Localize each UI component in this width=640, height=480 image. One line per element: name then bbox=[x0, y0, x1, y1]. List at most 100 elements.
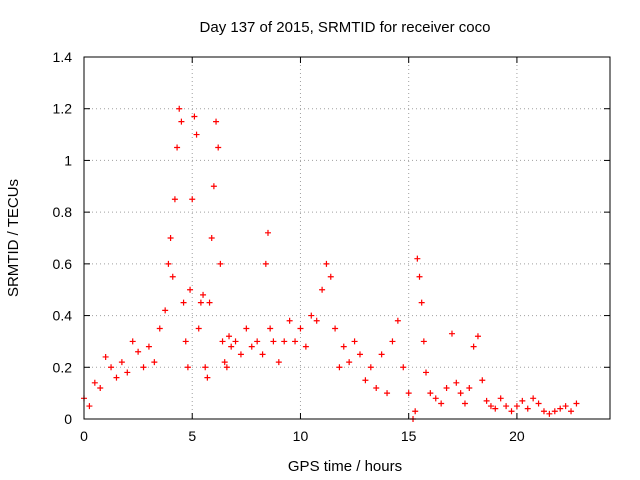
data-point bbox=[167, 235, 174, 241]
y-axis-title: SRMTID / TECUs bbox=[5, 179, 22, 297]
data-point bbox=[140, 364, 147, 371]
data-point bbox=[568, 408, 575, 415]
data-point bbox=[191, 113, 198, 120]
data-point bbox=[204, 374, 211, 381]
data-point bbox=[351, 338, 358, 345]
data-point bbox=[135, 348, 142, 355]
data-point bbox=[254, 338, 261, 345]
data-point bbox=[108, 364, 115, 371]
data-point bbox=[174, 144, 181, 151]
data-point bbox=[487, 403, 494, 410]
data-point bbox=[432, 395, 439, 402]
data-point bbox=[497, 395, 504, 402]
data-point bbox=[267, 325, 274, 332]
data-point bbox=[223, 364, 230, 371]
data-point bbox=[182, 338, 189, 345]
data-point bbox=[394, 317, 401, 324]
data-point bbox=[346, 359, 353, 366]
x-tick-label: 20 bbox=[509, 428, 525, 444]
data-point bbox=[208, 235, 215, 241]
data-point bbox=[248, 343, 255, 350]
data-point bbox=[367, 364, 374, 371]
data-point bbox=[213, 118, 220, 125]
data-points bbox=[81, 105, 580, 422]
data-point bbox=[418, 299, 425, 306]
data-point bbox=[286, 317, 293, 324]
x-tick-label: 5 bbox=[188, 428, 196, 444]
data-point bbox=[416, 273, 423, 280]
data-point bbox=[483, 397, 490, 404]
data-point bbox=[466, 384, 473, 391]
data-point bbox=[453, 379, 460, 386]
data-point bbox=[262, 260, 269, 267]
data-point bbox=[573, 400, 580, 407]
data-point bbox=[197, 299, 204, 306]
data-point bbox=[546, 410, 553, 417]
data-point bbox=[281, 338, 288, 345]
data-point bbox=[237, 351, 244, 358]
chart-title: Day 137 of 2015, SRMTID for receiver coc… bbox=[200, 19, 491, 36]
data-point bbox=[169, 273, 176, 280]
data-point bbox=[297, 325, 304, 332]
data-point bbox=[323, 260, 330, 267]
x-tick-label: 15 bbox=[401, 428, 417, 444]
data-point bbox=[215, 144, 222, 151]
y-tick-label: 1.4 bbox=[53, 49, 73, 65]
data-point bbox=[319, 286, 326, 293]
data-point bbox=[389, 338, 396, 345]
data-point bbox=[200, 291, 207, 298]
data-point bbox=[264, 229, 271, 236]
data-point bbox=[562, 403, 569, 410]
y-tick-label: 0.2 bbox=[53, 359, 73, 375]
data-point bbox=[340, 343, 347, 350]
data-point bbox=[180, 299, 187, 306]
y-tick-label: 0.4 bbox=[53, 308, 73, 324]
data-point bbox=[184, 364, 191, 371]
data-point bbox=[362, 377, 369, 384]
data-point bbox=[540, 408, 547, 415]
data-point bbox=[221, 359, 228, 366]
x-tick-label: 0 bbox=[80, 428, 88, 444]
data-point bbox=[457, 390, 464, 397]
data-point bbox=[86, 403, 93, 410]
data-point bbox=[217, 260, 224, 267]
data-point bbox=[336, 364, 343, 371]
data-point bbox=[151, 359, 158, 366]
data-point bbox=[129, 338, 136, 345]
data-point bbox=[412, 408, 419, 415]
data-point bbox=[420, 338, 427, 345]
y-tick-label: 0 bbox=[64, 411, 72, 427]
plot-area-frame bbox=[83, 56, 611, 420]
data-point bbox=[313, 317, 320, 324]
grid bbox=[84, 57, 610, 419]
data-point bbox=[332, 325, 339, 332]
data-point bbox=[378, 351, 385, 358]
x-axis-title: GPS time / hours bbox=[288, 458, 402, 475]
data-point bbox=[178, 118, 185, 125]
data-point bbox=[461, 400, 468, 407]
y-tick-label: 1.2 bbox=[53, 101, 73, 117]
data-point bbox=[427, 390, 434, 397]
data-point bbox=[202, 364, 209, 371]
data-point bbox=[91, 379, 98, 386]
data-point bbox=[210, 183, 217, 190]
data-point bbox=[259, 351, 266, 358]
data-point bbox=[243, 325, 250, 332]
data-point bbox=[503, 403, 510, 410]
data-point bbox=[171, 196, 178, 203]
data-point bbox=[187, 286, 194, 293]
data-point bbox=[479, 377, 486, 384]
data-point bbox=[270, 338, 277, 345]
data-point bbox=[470, 343, 477, 350]
data-point bbox=[232, 338, 239, 345]
data-point bbox=[414, 255, 421, 262]
data-point bbox=[165, 260, 172, 267]
data-point bbox=[162, 307, 169, 314]
data-point bbox=[557, 405, 564, 412]
y-tick-label: 0.6 bbox=[53, 256, 73, 272]
y-tick-label: 1 bbox=[64, 152, 72, 168]
data-point bbox=[145, 343, 152, 350]
data-point bbox=[193, 131, 200, 138]
data-point bbox=[102, 353, 109, 360]
